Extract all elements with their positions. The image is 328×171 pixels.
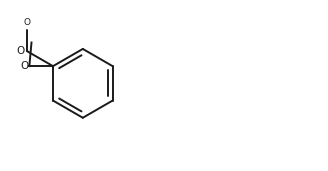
Text: O: O (23, 18, 31, 27)
Text: O: O (16, 46, 24, 56)
Text: O: O (20, 61, 28, 71)
